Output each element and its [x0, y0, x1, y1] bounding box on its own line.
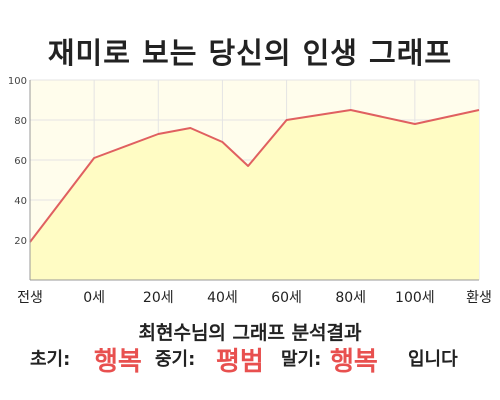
y-tick-label: 60 [14, 156, 27, 167]
life-series-line [29, 109, 480, 243]
x-tick-label: 환생 [466, 290, 492, 306]
y-tick-label: 20 [14, 236, 27, 247]
early-label: 초기: [30, 349, 71, 370]
x-tick-label: 20세 [143, 290, 174, 306]
result-ending: 입니다 [408, 349, 458, 370]
x-tick-label: 전생 [17, 290, 43, 306]
result-heading: 최현수님의 그래프 분석결과 [138, 322, 362, 344]
x-tick-label: 80세 [335, 290, 366, 306]
life-area-fill [30, 110, 479, 280]
mid-value: 평범 [216, 347, 264, 377]
y-tick-label: 80 [14, 116, 27, 127]
y-tick-label: 40 [14, 196, 27, 207]
early-value: 행복 [94, 347, 142, 377]
late-label: 말기: [281, 349, 322, 370]
x-tick-labels: 전생 0세 20세 40세 60세 80세 100세 환생 [17, 290, 492, 306]
x-tick-label: 0세 [83, 290, 105, 306]
x-tick-label: 40세 [207, 290, 238, 306]
y-tick-label: 100 [8, 76, 27, 87]
x-tick-label: 100세 [395, 290, 435, 306]
mid-label: 중기: [155, 349, 196, 370]
late-value: 행복 [330, 347, 378, 377]
page-title: 재미로 보는 당신의 인생 그래프 [47, 36, 453, 70]
y-tick-labels: 20 40 60 80 100 [8, 76, 27, 247]
x-tick-label: 60세 [271, 290, 302, 306]
